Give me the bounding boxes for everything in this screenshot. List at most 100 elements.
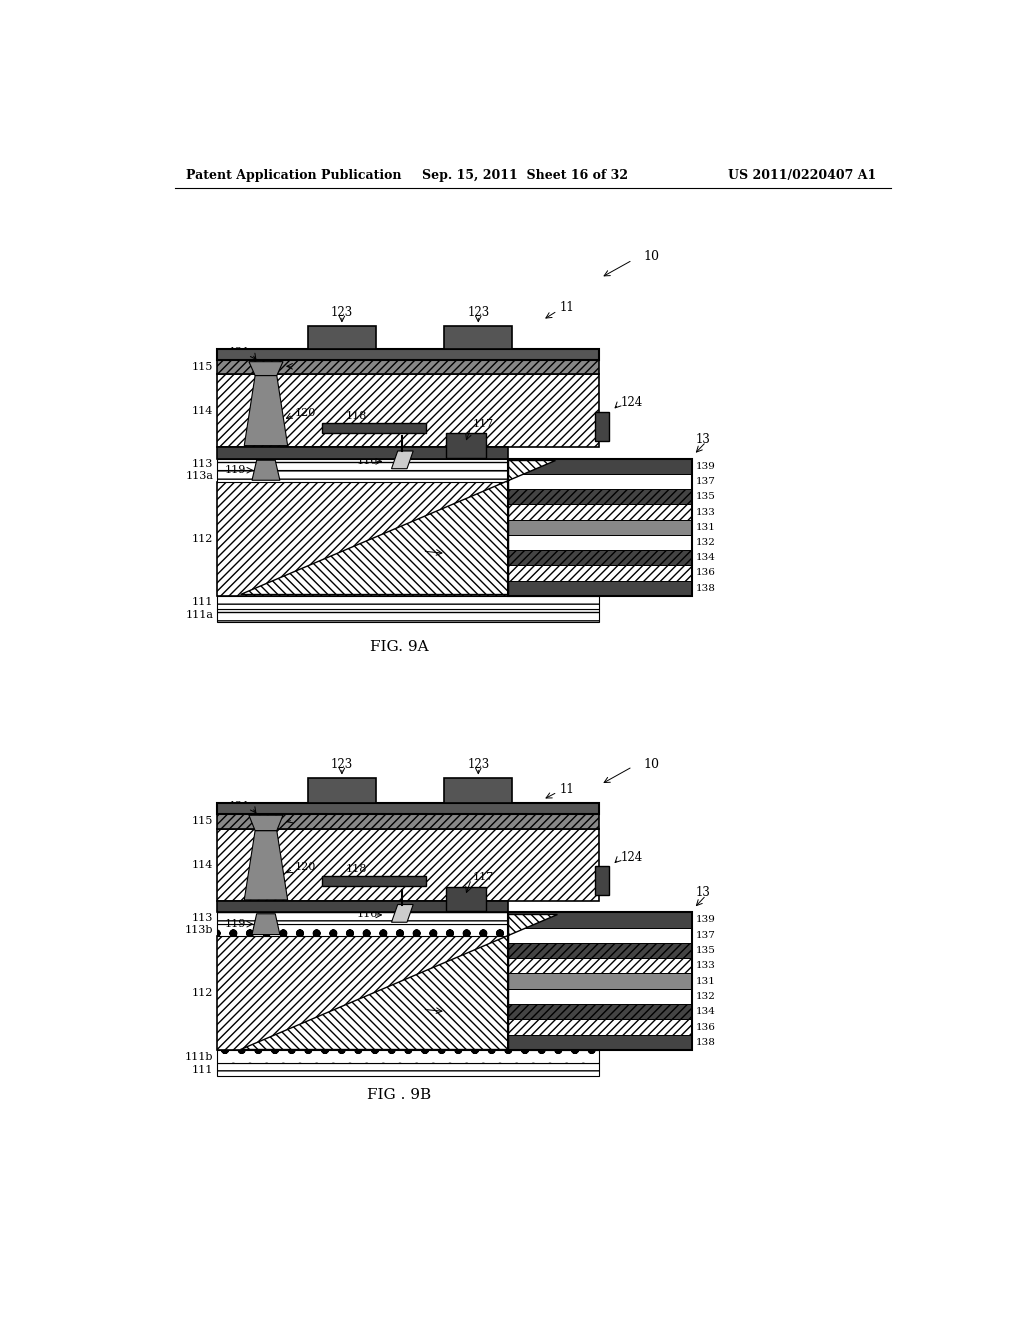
Text: FIG. 9A: FIG. 9A <box>370 640 429 655</box>
Bar <box>217 902 508 912</box>
Bar <box>217 912 508 924</box>
Polygon shape <box>241 461 555 594</box>
Bar <box>217 374 599 447</box>
Polygon shape <box>249 816 283 830</box>
Bar <box>217 447 508 459</box>
Text: 11: 11 <box>560 783 574 796</box>
Bar <box>445 887 486 911</box>
Text: 111b: 111b <box>184 1052 213 1061</box>
Bar <box>308 779 376 803</box>
Text: 139: 139 <box>696 462 716 471</box>
Bar <box>217 924 508 936</box>
Text: 120: 120 <box>295 862 316 871</box>
Text: 124: 124 <box>621 396 642 409</box>
Bar <box>595 866 609 895</box>
Text: 113: 113 <box>191 913 213 923</box>
Text: 115: 115 <box>191 362 213 372</box>
Bar <box>322 424 426 433</box>
Polygon shape <box>245 830 288 900</box>
Bar <box>217 360 599 374</box>
Polygon shape <box>245 376 288 446</box>
Text: 10: 10 <box>643 251 659 264</box>
Text: US 2011/0220407 A1: US 2011/0220407 A1 <box>728 169 876 182</box>
Text: 125: 125 <box>407 1003 428 1012</box>
Text: 134: 134 <box>696 1007 716 1016</box>
Text: 111: 111 <box>191 598 213 607</box>
Bar <box>508 912 692 1051</box>
Text: 119: 119 <box>225 465 246 475</box>
Text: 122: 122 <box>295 813 316 822</box>
Bar <box>508 1005 692 1019</box>
Text: 123: 123 <box>331 306 353 319</box>
Bar <box>217 1051 599 1063</box>
Polygon shape <box>391 904 414 923</box>
Text: 120: 120 <box>295 408 316 417</box>
Bar <box>508 474 692 490</box>
Bar <box>508 520 692 535</box>
Bar <box>508 973 692 989</box>
Bar <box>508 581 692 595</box>
Text: 113: 113 <box>191 459 213 470</box>
Polygon shape <box>391 451 414 469</box>
Text: 123: 123 <box>467 758 489 771</box>
Text: 13: 13 <box>696 887 711 899</box>
Text: 125: 125 <box>407 545 428 554</box>
Bar <box>217 609 599 622</box>
Text: 116: 116 <box>356 455 378 466</box>
Polygon shape <box>241 913 556 1048</box>
Text: 118: 118 <box>346 865 368 874</box>
Bar <box>508 459 692 595</box>
Bar <box>508 1019 692 1035</box>
Text: 124: 124 <box>621 851 642 865</box>
Text: 10: 10 <box>643 758 659 771</box>
Text: 135: 135 <box>696 946 716 954</box>
Text: 117: 117 <box>473 871 495 882</box>
Bar <box>217 1063 599 1076</box>
Bar <box>217 803 599 813</box>
Polygon shape <box>252 913 280 935</box>
Text: 13: 13 <box>696 433 711 446</box>
Bar <box>217 459 508 470</box>
Text: 116: 116 <box>356 909 378 919</box>
Text: 135: 135 <box>696 492 716 502</box>
Bar <box>308 326 376 350</box>
Bar <box>508 958 692 973</box>
Bar <box>508 459 692 474</box>
Text: 117: 117 <box>473 418 495 429</box>
Text: 131: 131 <box>696 977 716 986</box>
Text: 123: 123 <box>467 306 489 319</box>
Bar <box>322 876 426 886</box>
Text: 122: 122 <box>295 359 316 370</box>
Text: 133: 133 <box>696 507 716 516</box>
Bar <box>508 504 692 520</box>
Text: 138: 138 <box>696 1038 716 1047</box>
Text: 114: 114 <box>191 405 213 416</box>
Text: 118: 118 <box>346 412 368 421</box>
Bar <box>508 989 692 1005</box>
Polygon shape <box>252 461 280 480</box>
Text: 115: 115 <box>191 816 213 826</box>
Bar <box>217 813 599 829</box>
Text: 137: 137 <box>696 477 716 486</box>
Bar <box>217 595 599 609</box>
Text: 113a: 113a <box>185 471 213 480</box>
Text: FIG . 9B: FIG . 9B <box>368 1089 431 1102</box>
Bar <box>508 912 692 928</box>
Bar <box>217 936 599 1051</box>
Bar <box>595 412 609 441</box>
Text: 138: 138 <box>696 583 716 593</box>
Text: Sep. 15, 2011  Sheet 16 of 32: Sep. 15, 2011 Sheet 16 of 32 <box>422 169 628 182</box>
Text: 133: 133 <box>696 961 716 970</box>
Text: 132: 132 <box>696 539 716 546</box>
Text: 123: 123 <box>331 758 353 771</box>
Bar <box>508 928 692 942</box>
Bar <box>217 350 599 360</box>
Bar <box>508 490 692 504</box>
Bar <box>508 942 692 958</box>
Text: Patent Application Publication: Patent Application Publication <box>186 169 401 182</box>
Bar <box>444 326 512 350</box>
Bar <box>508 1035 692 1051</box>
Text: 136: 136 <box>696 569 716 577</box>
Text: 111a: 111a <box>185 610 213 620</box>
Text: 114: 114 <box>191 861 213 870</box>
